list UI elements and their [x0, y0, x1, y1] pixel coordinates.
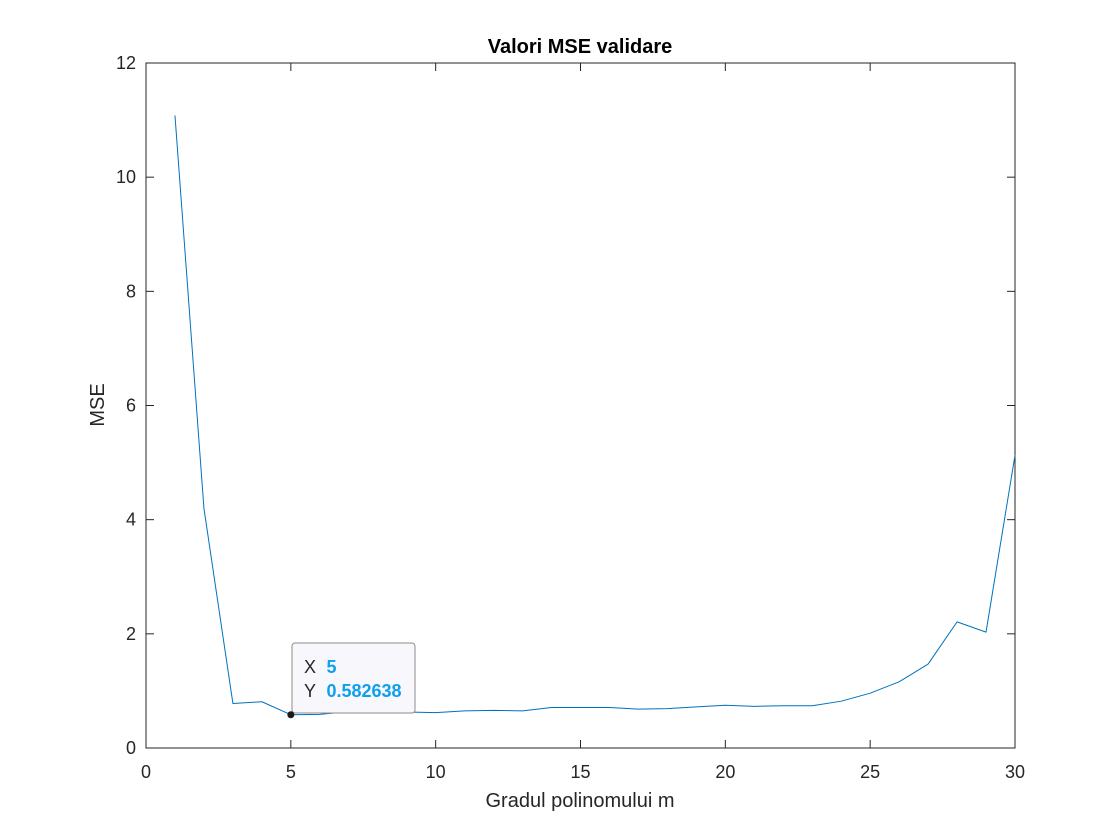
x-tick-labels: 0 5 10 15 20 25 30 [141, 762, 1025, 782]
plot-area [145, 62, 1016, 749]
y-tick-label: 4 [126, 510, 136, 530]
y-tick-label: 0 [126, 738, 136, 758]
datatip-x-value: 5 [326, 657, 336, 677]
datatip-y-value: 0.582638 [326, 681, 401, 701]
x-axis-label: Gradul polinomului m [486, 790, 675, 812]
x-tick-label: 10 [426, 762, 446, 782]
y-tick-labels: 0 2 4 6 8 10 12 [116, 53, 136, 758]
x-tick-label: 0 [141, 762, 151, 782]
y-tick-label: 6 [126, 396, 136, 416]
chart-title: Valori MSE validare [488, 36, 673, 58]
x-tick-label: 20 [715, 762, 735, 782]
y-tick-label: 12 [116, 53, 136, 73]
y-tick-label: 8 [126, 281, 136, 301]
datatip-x-key: X [304, 657, 316, 677]
series-line[interactable] [174, 115, 1016, 716]
x-tick-label: 30 [1005, 762, 1025, 782]
y-tick-label: 2 [126, 624, 136, 644]
datatip-marker[interactable] [287, 711, 295, 719]
datatip-x-row: X 5 [304, 657, 336, 677]
datatip-y-key: Y [304, 681, 316, 701]
axis-ticks [145, 62, 1016, 749]
datatip-box[interactable] [291, 642, 416, 714]
x-tick-label: 25 [860, 762, 880, 782]
series-layer [174, 115, 1016, 716]
x-tick-label: 15 [570, 762, 590, 782]
y-axis-label: MSE [87, 383, 109, 426]
x-tick-label: 5 [286, 762, 296, 782]
y-tick-label: 10 [116, 167, 136, 187]
datatip-y-row: Y 0.582638 [304, 681, 402, 701]
datatip[interactable]: X 5 Y 0.582638 [287, 642, 416, 719]
